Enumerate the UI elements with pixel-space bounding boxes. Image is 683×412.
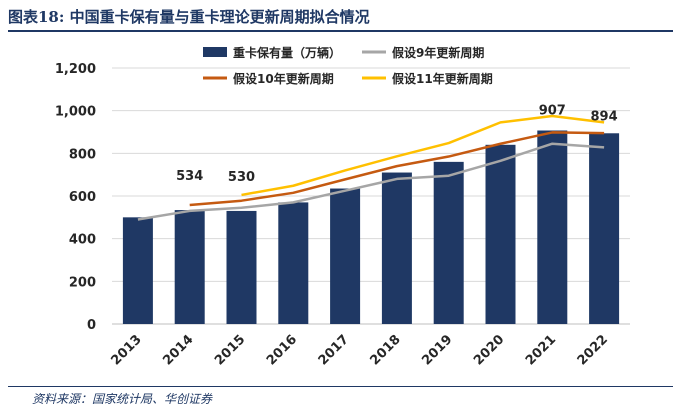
bar (330, 188, 361, 324)
bar-series (122, 130, 620, 324)
y-tick-label: 600 (69, 190, 96, 205)
series-line (241, 114, 605, 197)
data-label: 907 (539, 104, 566, 119)
x-tick-label: 2015 (212, 332, 248, 368)
bar (174, 210, 205, 324)
bar (381, 172, 412, 324)
bar (433, 161, 464, 324)
x-tick-label: 2016 (264, 332, 300, 368)
y-tick-label: 0 (87, 318, 96, 333)
title-rule (8, 30, 673, 32)
bar (537, 130, 568, 324)
data-label: 530 (228, 170, 255, 185)
bar (278, 202, 309, 324)
source-rule (8, 386, 673, 387)
y-tick-label: 1,000 (55, 105, 96, 120)
x-tick-label: 2017 (316, 332, 352, 368)
legend-label: 假设9年更新周期 (392, 45, 484, 60)
x-tick-label: 2013 (109, 332, 145, 368)
y-tick-label: 200 (69, 275, 96, 290)
legend-label: 假设11年更新周期 (392, 71, 493, 86)
bar (226, 210, 257, 324)
y-tick-label: 400 (69, 233, 96, 248)
x-tick-label: 2020 (471, 332, 507, 368)
series-line (189, 131, 605, 207)
x-tick-label: 2022 (575, 332, 611, 368)
x-tick-label: 2014 (160, 332, 196, 368)
data-label: 534 (176, 169, 203, 184)
y-tick-label: 800 (69, 147, 96, 162)
legend-label: 重卡保有量（万辆） (233, 45, 341, 60)
legend-label: 假设10年更新周期 (233, 71, 334, 86)
figure-source: 资料来源：国家统计局、华创证券 (32, 392, 213, 406)
y-tick-label: 1,200 (55, 62, 96, 77)
x-tick-label: 2021 (523, 332, 559, 368)
line-series (137, 114, 605, 221)
bar (485, 144, 516, 324)
series-line (137, 142, 605, 221)
figure-title: 图表18: 中国重卡保有量与重卡理论更新周期拟合情况 (8, 8, 370, 26)
legend-swatch (203, 47, 227, 57)
bar (122, 217, 153, 324)
x-tick-label: 2018 (368, 332, 404, 368)
data-label: 894 (591, 109, 618, 124)
x-tick-label: 2019 (419, 332, 455, 368)
bar (589, 133, 620, 324)
data-labels: 534 530 907 894 (176, 104, 618, 185)
